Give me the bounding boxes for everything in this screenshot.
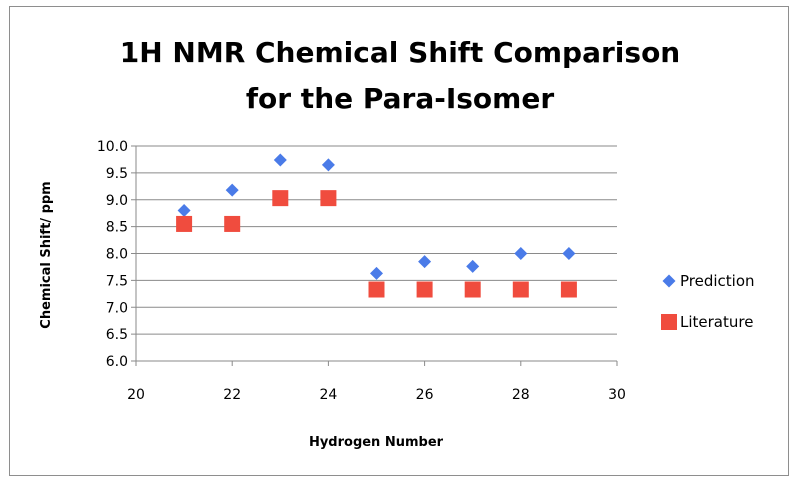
square-point [272, 190, 289, 207]
legend-marker-prediction [662, 274, 676, 288]
diamond-point [418, 255, 432, 269]
square-point [176, 215, 193, 232]
series-literature [176, 190, 577, 298]
diamond-point [321, 158, 335, 172]
square-point [416, 281, 433, 298]
y-tick-label: 8.0 [106, 247, 128, 263]
x-tick-label: 20 [127, 387, 145, 403]
square-point [512, 281, 529, 298]
gridlines [131, 145, 617, 362]
diamond-point [177, 204, 191, 217]
legend-label-prediction: Prediction [680, 272, 755, 290]
legend-marker-literature [661, 314, 677, 330]
y-tick-label: 9.5 [106, 166, 128, 182]
series-prediction [177, 153, 576, 280]
y-tick-label: 8.5 [106, 220, 128, 236]
data-points [176, 153, 577, 298]
legend: Prediction Literature [661, 272, 755, 331]
diamond-point [273, 153, 287, 167]
y-tick-label: 7.0 [106, 300, 128, 316]
y-axis-label: Chemical Shift/ ppm [39, 181, 54, 328]
axes [135, 146, 618, 366]
x-tick-label: 28 [512, 387, 530, 403]
diamond-point [514, 247, 528, 260]
x-tick-label: 26 [416, 387, 434, 403]
y-tick-label: 7.5 [106, 273, 128, 289]
y-tick-label: 9.0 [106, 193, 128, 209]
diamond-point [562, 247, 576, 260]
x-tick-label: 24 [319, 387, 337, 403]
chart-title-line2: for the Para-Isomer [245, 82, 555, 115]
legend-label-literature: Literature [680, 313, 753, 331]
y-tick-labels: 6.0 6.5 7.0 7.5 8.0 8.5 9.0 9.5 10.0 [97, 139, 128, 370]
square-point [560, 281, 577, 298]
x-tick-labels: 20 22 24 26 28 30 [127, 387, 626, 403]
x-axis-label: Hydrogen Number [309, 435, 444, 450]
y-tick-label: 10.0 [97, 139, 128, 155]
diamond-point [466, 259, 480, 273]
x-tick-label: 22 [223, 387, 241, 403]
chart-title-line1: 1H NMR Chemical Shift Comparison [119, 36, 681, 69]
diamond-point [225, 183, 239, 197]
y-tick-label: 6.5 [106, 327, 128, 343]
chart-frame [9, 6, 789, 476]
x-tick-label: 30 [608, 387, 626, 403]
square-point [320, 190, 337, 207]
chart-title: 1H NMR Chemical Shift Comparison for the… [0, 30, 800, 122]
square-point [224, 215, 241, 232]
square-point [368, 281, 385, 298]
y-tick-label: 6.0 [106, 354, 128, 370]
diamond-point [370, 266, 383, 280]
square-point [464, 281, 481, 298]
